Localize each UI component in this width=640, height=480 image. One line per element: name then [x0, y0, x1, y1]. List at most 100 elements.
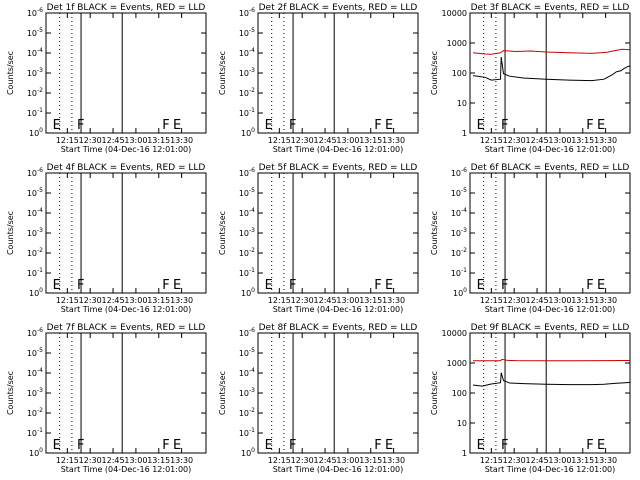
panel-title: Det 9f BLACK = Events, RED = LLD [471, 323, 630, 333]
y-tick-label: 10-5 [27, 27, 43, 38]
y-tick-label: 10-5 [27, 347, 43, 358]
x-tick-label: 13:15 [359, 296, 382, 305]
x-tick-label: 12:15 [480, 456, 503, 465]
marker-label: E [53, 278, 61, 293]
x-tick-label: 13:15 [147, 296, 170, 305]
panel-3: Det 3f BLACK = Events, RED = LLD 1 10 100 10… [430, 3, 631, 154]
marker-label: E [53, 118, 61, 133]
y-tick-label: 10-3 [239, 387, 255, 398]
x-tick-label: 12:45 [314, 296, 337, 305]
panel-title: Det 3f BLACK = Events, RED = LLD [471, 3, 630, 13]
y-tick-label: 10-1 [451, 267, 467, 278]
plot-frame [45, 332, 207, 454]
y-tick-label: 100 [452, 389, 467, 398]
y-tick-label: 10-2 [239, 87, 255, 98]
x-axis-label: Start Time (04-Dec-16 12:01:00) [273, 305, 404, 314]
x-tick-label: 12:45 [102, 136, 125, 145]
y-tick-label: 10-1 [27, 267, 43, 278]
x-tick-label: 12:30 [79, 296, 102, 305]
x-tick-label: 12:30 [79, 456, 102, 465]
marker-label: E [173, 118, 181, 133]
x-tick-label: 13:15 [571, 456, 594, 465]
y-tick-label: 10-4 [27, 367, 43, 378]
y-tick-label: 10-5 [451, 187, 467, 198]
y-tick-label: 10-4 [239, 47, 255, 58]
x-tick-label: 12:45 [526, 456, 549, 465]
panel-title: Det 7f BLACK = Events, RED = LLD [47, 323, 206, 333]
plot-frame [469, 172, 631, 294]
y-axis-label: Counts/sec [430, 371, 439, 415]
y-tick-label: 10-3 [27, 67, 43, 78]
marker-label: F [77, 118, 84, 133]
y-tick-label: 10-4 [451, 207, 467, 218]
panel-4: Det 4f BLACK = Events, RED = LLD 100 10-1 1… [6, 163, 207, 314]
x-tick-label: 12:15 [56, 456, 79, 465]
series-line [472, 57, 631, 82]
x-tick-label: 13:30 [170, 136, 193, 145]
x-tick-label: 12:45 [102, 296, 125, 305]
x-tick-label: 12:15 [56, 296, 79, 305]
y-tick-label: 100 [29, 287, 43, 298]
x-tick-label: 12:15 [268, 456, 291, 465]
y-tick-label: 100 [29, 127, 43, 138]
marker-label: F [586, 118, 593, 133]
x-tick-label: 12:45 [102, 456, 125, 465]
marker-label: E [265, 438, 273, 453]
y-tick-label: 1 [462, 449, 467, 458]
x-axis-label: Start Time (04-Dec-16 12:01:00) [485, 145, 616, 154]
panel-2: Det 2f BLACK = Events, RED = LLD 100 10-1 1… [218, 3, 419, 154]
x-tick-label: 13:00 [124, 136, 147, 145]
marker-label: F [77, 438, 84, 453]
marker-label: E [385, 438, 393, 453]
x-axis-label: Start Time (04-Dec-16 12:01:00) [61, 465, 192, 474]
marker-label: E [265, 278, 273, 293]
y-axis-label: Counts/sec [218, 51, 227, 95]
y-tick-label: 10-3 [27, 227, 43, 238]
y-tick-label: 100 [241, 287, 255, 298]
y-tick-label: 100 [241, 447, 255, 458]
panel-6: Det 6f BLACK = Events, RED = LLD 100 10-1 1… [430, 163, 631, 314]
y-tick-label: 10-1 [239, 267, 255, 278]
x-tick-label: 12:45 [526, 296, 549, 305]
y-tick-label: 100 [241, 127, 255, 138]
marker-label: E [385, 118, 393, 133]
x-axis-label: Start Time (04-Dec-16 12:01:00) [61, 145, 192, 154]
y-tick-label: 10-6 [451, 167, 467, 178]
y-tick-label: 10-4 [27, 207, 43, 218]
x-tick-label: 13:30 [382, 296, 405, 305]
y-tick-label: 10000 [442, 329, 467, 338]
panel-9: Det 9f BLACK = Events, RED = LLD 1 10 100 10… [430, 323, 631, 474]
panel-title: Det 1f BLACK = Events, RED = LLD [47, 3, 206, 13]
y-tick-label: 10-4 [27, 47, 43, 58]
y-tick-label: 1000 [447, 39, 467, 48]
marker-label: F [501, 278, 508, 293]
x-tick-label: 13:00 [336, 136, 359, 145]
plot-frame [257, 12, 419, 134]
x-axis-label: Start Time (04-Dec-16 12:01:00) [485, 305, 616, 314]
y-tick-label: 10 [457, 99, 467, 108]
x-tick-label: 12:30 [291, 456, 314, 465]
x-tick-label: 13:00 [124, 296, 147, 305]
y-tick-label: 10-2 [451, 247, 467, 258]
x-tick-label: 13:15 [571, 296, 594, 305]
x-tick-label: 13:30 [170, 456, 193, 465]
x-tick-label: 12:30 [503, 296, 526, 305]
panel-title: Det 6f BLACK = Events, RED = LLD [471, 163, 630, 173]
x-tick-label: 12:30 [503, 456, 526, 465]
y-tick-label: 100 [452, 69, 467, 78]
y-tick-label: 10 [457, 419, 467, 428]
marker-label: E [597, 278, 605, 293]
marker-label: E [477, 438, 485, 453]
x-tick-label: 12:30 [291, 296, 314, 305]
y-tick-label: 10-5 [27, 187, 43, 198]
marker-label: F [289, 438, 296, 453]
y-tick-label: 10-3 [451, 227, 467, 238]
y-tick-label: 10-2 [27, 247, 43, 258]
marker-label: E [477, 278, 485, 293]
panel-5: Det 5f BLACK = Events, RED = LLD 100 10-1 1… [218, 163, 419, 314]
y-tick-label: 10-1 [27, 427, 43, 438]
y-tick-label: 10-1 [239, 427, 255, 438]
y-tick-label: 10-4 [239, 367, 255, 378]
